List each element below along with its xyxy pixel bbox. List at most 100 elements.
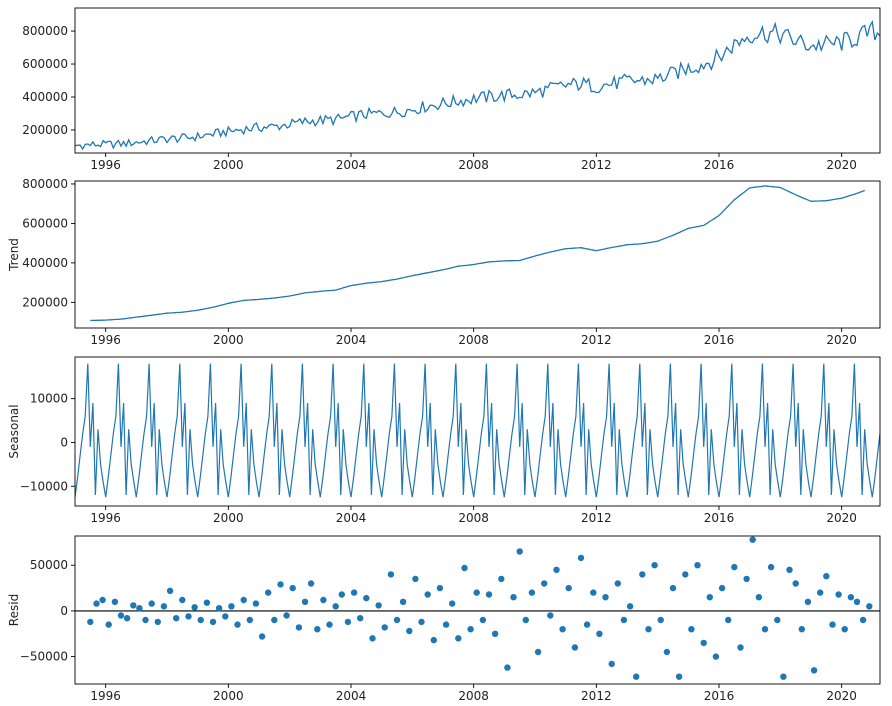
- y-tick-label: 0: [60, 604, 68, 618]
- resid-point: [737, 644, 744, 651]
- resid-point: [252, 600, 260, 607]
- y-tick-label: 800000: [22, 24, 68, 38]
- resid-point: [516, 548, 523, 555]
- resid-point: [498, 575, 505, 583]
- y-tick-label: 600000: [22, 216, 68, 230]
- resid-point: [596, 630, 603, 637]
- resid-point: [449, 600, 456, 607]
- x-tick-label: 2020: [826, 333, 857, 347]
- y-tick-label: −50000: [20, 650, 68, 664]
- x-tick-label: 1996: [90, 158, 121, 172]
- resid-point: [541, 580, 548, 587]
- resid-point: [473, 589, 480, 596]
- resid-point: [700, 639, 707, 647]
- resid-point: [571, 644, 579, 651]
- resid-point: [295, 624, 303, 631]
- resid-point: [491, 630, 499, 637]
- y-tick-label: 800000: [22, 177, 68, 191]
- resid-point: [853, 598, 861, 605]
- resid-point: [166, 587, 174, 594]
- resid-point: [283, 612, 290, 619]
- resid-point: [148, 600, 155, 607]
- x-tick-label: 2020: [826, 158, 857, 172]
- resid-point: [798, 626, 805, 633]
- y-tick-label: 400000: [22, 256, 68, 270]
- x-tick-label: 2016: [704, 158, 735, 172]
- seasonal-line: [75, 363, 880, 498]
- resid-point: [755, 594, 763, 601]
- resid-point: [706, 594, 713, 601]
- y-tick-label: 200000: [22, 295, 68, 309]
- resid-point: [817, 589, 824, 596]
- resid-point: [117, 612, 125, 619]
- x-tick-label: 2000: [213, 511, 244, 525]
- resid-plot-area: [75, 536, 880, 680]
- resid-point: [633, 673, 640, 680]
- x-tick-label: 2020: [826, 689, 857, 702]
- resid-point: [614, 580, 621, 587]
- resid-point: [369, 635, 376, 642]
- resid-point: [645, 626, 652, 633]
- y-tick-label: 400000: [22, 90, 68, 104]
- resid-point: [228, 603, 235, 610]
- y-tick-label: 600000: [22, 57, 68, 71]
- resid-point: [123, 615, 131, 622]
- resid-point: [675, 673, 683, 680]
- resid-point: [553, 566, 560, 573]
- resid-point: [559, 626, 566, 633]
- resid-point: [608, 660, 615, 668]
- x-tick-label: 2008: [458, 689, 489, 702]
- resid-point: [136, 605, 143, 612]
- resid-point: [87, 618, 94, 626]
- resid-point: [522, 616, 529, 624]
- resid-point: [565, 584, 572, 592]
- resid-point: [786, 566, 793, 573]
- x-tick-label: 2016: [704, 689, 735, 702]
- resid-point: [669, 584, 677, 592]
- resid-point: [694, 562, 701, 569]
- resid-point: [424, 591, 431, 598]
- y-tick-label: −10000: [20, 479, 68, 493]
- observed-line: [75, 19, 880, 151]
- resid-point: [406, 627, 413, 635]
- resid-point: [387, 571, 395, 578]
- resid-point: [792, 580, 799, 587]
- resid-point: [197, 616, 204, 624]
- trend-axes-frame: [74, 180, 881, 329]
- resid-point: [455, 635, 462, 642]
- resid-point: [179, 596, 186, 604]
- resid-point: [461, 564, 468, 572]
- resid-point: [467, 626, 474, 633]
- resid-point: [215, 605, 223, 612]
- resid-point: [246, 616, 253, 624]
- x-tick-label: 2004: [336, 333, 367, 347]
- x-tick-label: 2008: [458, 511, 489, 525]
- resid-point: [859, 616, 867, 624]
- trend-line: [90, 185, 865, 322]
- panel-observed: 1996 2000 2004 2008 2012 2016 2020 200000 400000…: [22, 7, 881, 172]
- resid-point: [479, 616, 487, 624]
- x-tick-label: 2016: [704, 333, 735, 347]
- resid-point: [173, 615, 180, 622]
- resid-point: [344, 618, 352, 626]
- observed-axes-frame: [74, 7, 881, 154]
- resid-point: [191, 604, 198, 611]
- resid-point: [240, 596, 247, 604]
- resid-ylabel: Resid: [7, 594, 21, 626]
- resid-point: [688, 626, 695, 633]
- resid-point: [363, 594, 370, 602]
- resid-point: [289, 584, 296, 592]
- resid-point: [265, 589, 272, 596]
- resid-point: [485, 591, 493, 598]
- resid-point: [829, 621, 836, 628]
- seasonal-plot-area: [75, 363, 880, 498]
- x-tick-label: 2012: [581, 333, 612, 347]
- y-tick-label: 200000: [22, 123, 68, 137]
- x-tick-label: 1996: [90, 511, 121, 525]
- x-tick-label: 2012: [581, 689, 612, 702]
- resid-point: [209, 618, 217, 626]
- resid-point: [332, 603, 339, 610]
- panel-resid: 1996 2000 2004 2008 2012 2016 2020 −50000 0 50000…: [7, 535, 881, 703]
- resid-point: [412, 575, 419, 583]
